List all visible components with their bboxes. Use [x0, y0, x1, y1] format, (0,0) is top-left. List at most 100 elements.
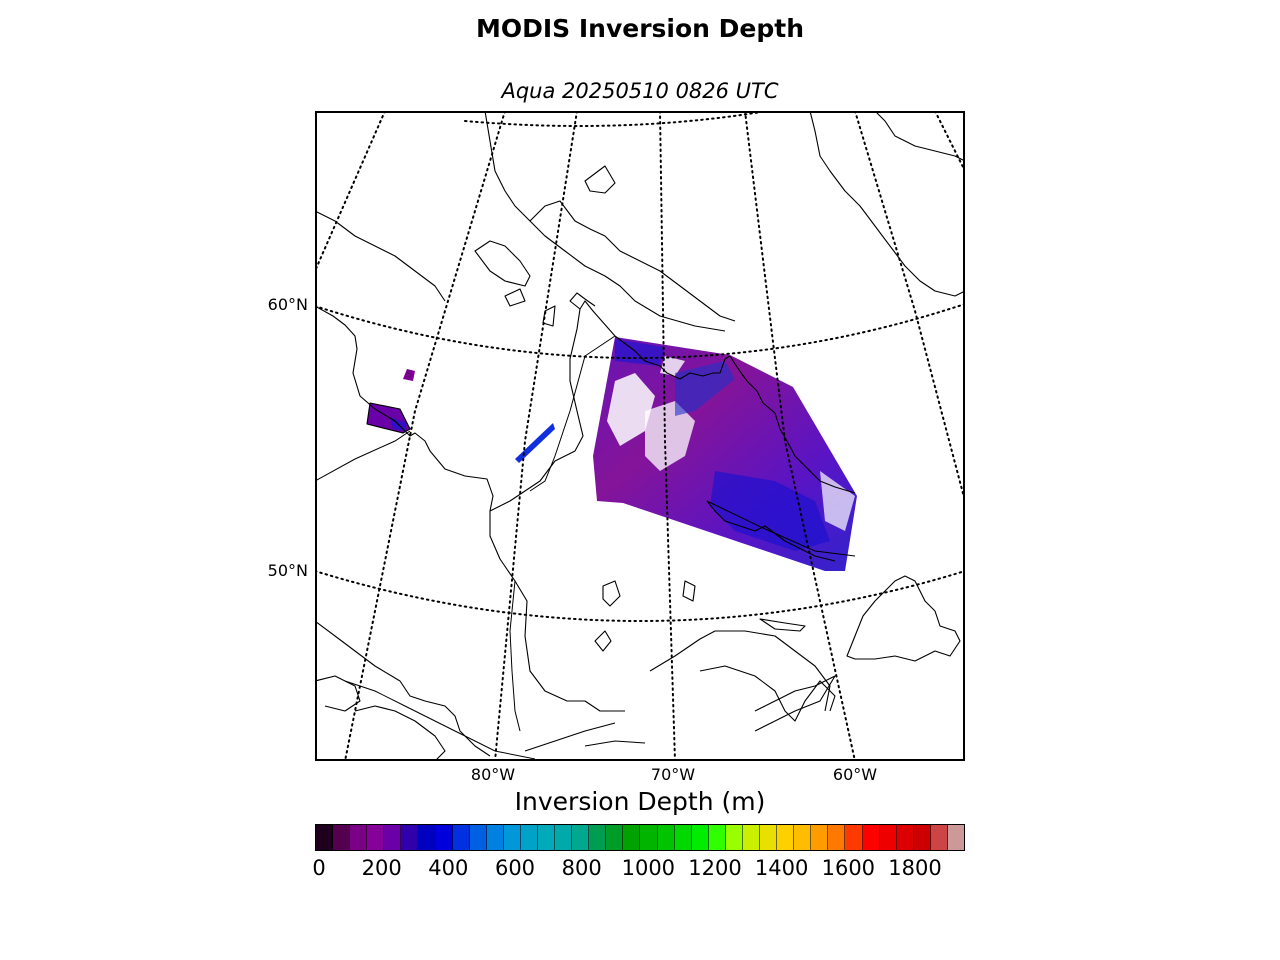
- labrador-coast: [729, 355, 856, 494]
- colorbar-segment: [367, 825, 385, 850]
- colorbar-segment: [896, 825, 914, 850]
- colorbar-tick-label: 200: [361, 856, 402, 880]
- colorbar: [315, 824, 965, 851]
- southampton-island: [474, 240, 531, 287]
- map-panel: [315, 111, 965, 761]
- newfoundland: [846, 575, 961, 662]
- parallel-60n: [317, 303, 963, 359]
- lake-3: [542, 305, 556, 327]
- chart-subtitle: Aqua 20250510 0826 UTC: [501, 79, 779, 103]
- baffin-island: [484, 113, 726, 332]
- colorbar-tick-label: 1800: [888, 856, 942, 880]
- quebec-labrador-border: [529, 335, 616, 492]
- inversion-depth-swath: [367, 337, 857, 571]
- meridian-70w: [494, 113, 578, 759]
- great-lakes: [317, 621, 491, 757]
- colorbar-segment: [418, 825, 436, 850]
- ontario-quebec-border: [509, 580, 521, 732]
- colorbar-title: Inversion Depth (m): [514, 787, 766, 816]
- west-fragment-outline: [366, 402, 411, 434]
- colorbar-tick-label: 1400: [754, 856, 809, 880]
- ungava-peninsula-north: [569, 292, 596, 310]
- swath-white-patch-2: [645, 401, 695, 471]
- colorbar-segment: [777, 825, 795, 850]
- swath-blue-strip: [675, 361, 735, 416]
- meridian-40w: [934, 113, 963, 170]
- colorbar-segment: [435, 825, 453, 850]
- colorbar-segment: [333, 825, 351, 850]
- reservoir-1: [682, 580, 696, 602]
- lon-label-60w: 60°W: [832, 765, 878, 784]
- colorbar-segment: [606, 825, 624, 850]
- colorbar-segment: [794, 825, 812, 850]
- colorbar-segment: [828, 825, 846, 850]
- colorbar-segment: [350, 825, 368, 850]
- labrador-border-3: [317, 430, 411, 481]
- colorbar-tick-label: 1600: [821, 856, 876, 880]
- colorbar-segment: [401, 825, 419, 850]
- hudson-fragment: [403, 369, 415, 381]
- ungava-bay: [614, 335, 731, 380]
- lat-label-50n: 50°N: [267, 561, 308, 580]
- lake-mistassini: [594, 630, 612, 652]
- coastlines: [317, 113, 963, 759]
- chart-title: MODIS Inversion Depth: [475, 14, 805, 43]
- colorbar-segment: [572, 825, 590, 850]
- maritimes: [699, 665, 836, 722]
- parallel-70n: [464, 113, 762, 127]
- meridian-50w: [854, 113, 963, 498]
- graticule: [317, 113, 963, 759]
- swath-white-patch-3: [660, 356, 685, 376]
- us-canada-border: [344, 680, 536, 759]
- lat-label-60n: 60°N: [267, 295, 308, 314]
- colorbar-segment: [845, 825, 863, 850]
- colorbar-segment: [640, 825, 658, 850]
- ungava-west-coast: [489, 300, 616, 512]
- anticosti: [759, 618, 806, 632]
- colorbar-tick-label: 0: [312, 856, 326, 880]
- colorbar-segment: [316, 825, 334, 850]
- colorbar-segment: [913, 825, 931, 850]
- small-blue-streak: [515, 423, 555, 463]
- colorbar-segment: [520, 825, 539, 850]
- colorbar-segment: [452, 825, 470, 850]
- colorbar-segment: [947, 825, 964, 850]
- colorbar-tick-label: 800: [561, 856, 602, 880]
- northwest-islands: [317, 211, 446, 302]
- quebec-nb-border: [584, 740, 646, 747]
- meridian-90w: [317, 113, 386, 269]
- swath-blue-core: [710, 471, 830, 551]
- meridian-65w: [659, 113, 676, 759]
- map-svg: [317, 113, 963, 759]
- borders: [317, 335, 856, 759]
- colorbar-segment: [691, 825, 709, 850]
- hudson-bay-coast: [317, 306, 625, 712]
- lake-1: [584, 165, 616, 194]
- gulf-stlawrence-south: [649, 630, 831, 712]
- lon-label-80w: 80°W: [470, 765, 516, 784]
- colorbar-segment: [742, 825, 761, 850]
- swath-white-patch-4: [820, 471, 855, 531]
- colorbar-segment: [657, 825, 675, 850]
- greenland: [809, 113, 963, 297]
- quebec-labrador-border-2: [706, 500, 856, 557]
- parallel-50n: [317, 570, 963, 622]
- colorbar-tick-label: 1200: [688, 856, 742, 880]
- colorbar-segment: [384, 825, 402, 850]
- gulf-stlawrence-north: [706, 500, 836, 562]
- colorbar-tick-label: 1000: [621, 856, 676, 880]
- lake-superior: [317, 675, 361, 712]
- lon-label-70w: 70°W: [650, 765, 696, 784]
- colorbar-segment: [879, 825, 897, 850]
- colorbar-segment: [469, 825, 487, 850]
- colorbar-segment: [725, 825, 743, 850]
- meridian-80w: [344, 113, 506, 759]
- colorbar-segment: [811, 825, 829, 850]
- colorbar-tick-label: 400: [428, 856, 469, 880]
- swath-white-patch-1: [607, 373, 655, 446]
- lake-ontario: [524, 722, 616, 752]
- colorbar-segment: [930, 825, 948, 850]
- greenland-2: [876, 113, 963, 161]
- colorbar-segment: [623, 825, 641, 850]
- lake-2: [504, 288, 526, 307]
